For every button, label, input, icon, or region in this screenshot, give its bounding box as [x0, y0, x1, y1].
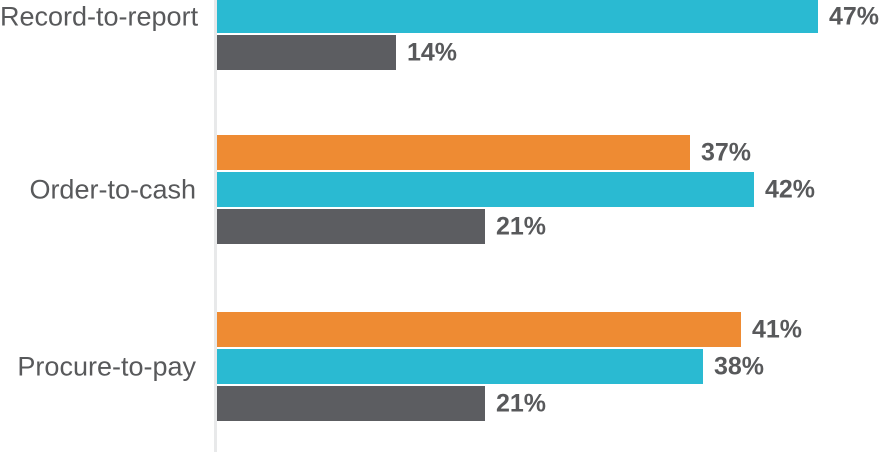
value-label: 21%	[496, 212, 547, 240]
category-label: Order-to-cash	[29, 174, 196, 205]
value-label: 47%	[829, 2, 880, 30]
value-label: 41%	[752, 315, 803, 343]
category-label: Record-to-report	[0, 1, 199, 32]
gray-series-bar	[217, 386, 485, 421]
value-label: 37%	[701, 138, 752, 166]
value-label: 14%	[407, 38, 458, 66]
value-label: 42%	[765, 175, 816, 203]
teal-series-bar	[217, 172, 754, 207]
gray-series-bar	[217, 35, 396, 70]
teal-series-bar	[217, 349, 703, 384]
value-label: 38%	[714, 352, 765, 380]
orange-series-bar	[217, 135, 690, 170]
orange-series-bar	[217, 312, 741, 347]
gray-series-bar	[217, 209, 485, 244]
teal-series-bar	[217, 0, 818, 33]
y-axis-line	[214, 0, 217, 452]
category-label: Procure-to-pay	[17, 351, 196, 381]
value-label: 21%	[496, 389, 547, 417]
